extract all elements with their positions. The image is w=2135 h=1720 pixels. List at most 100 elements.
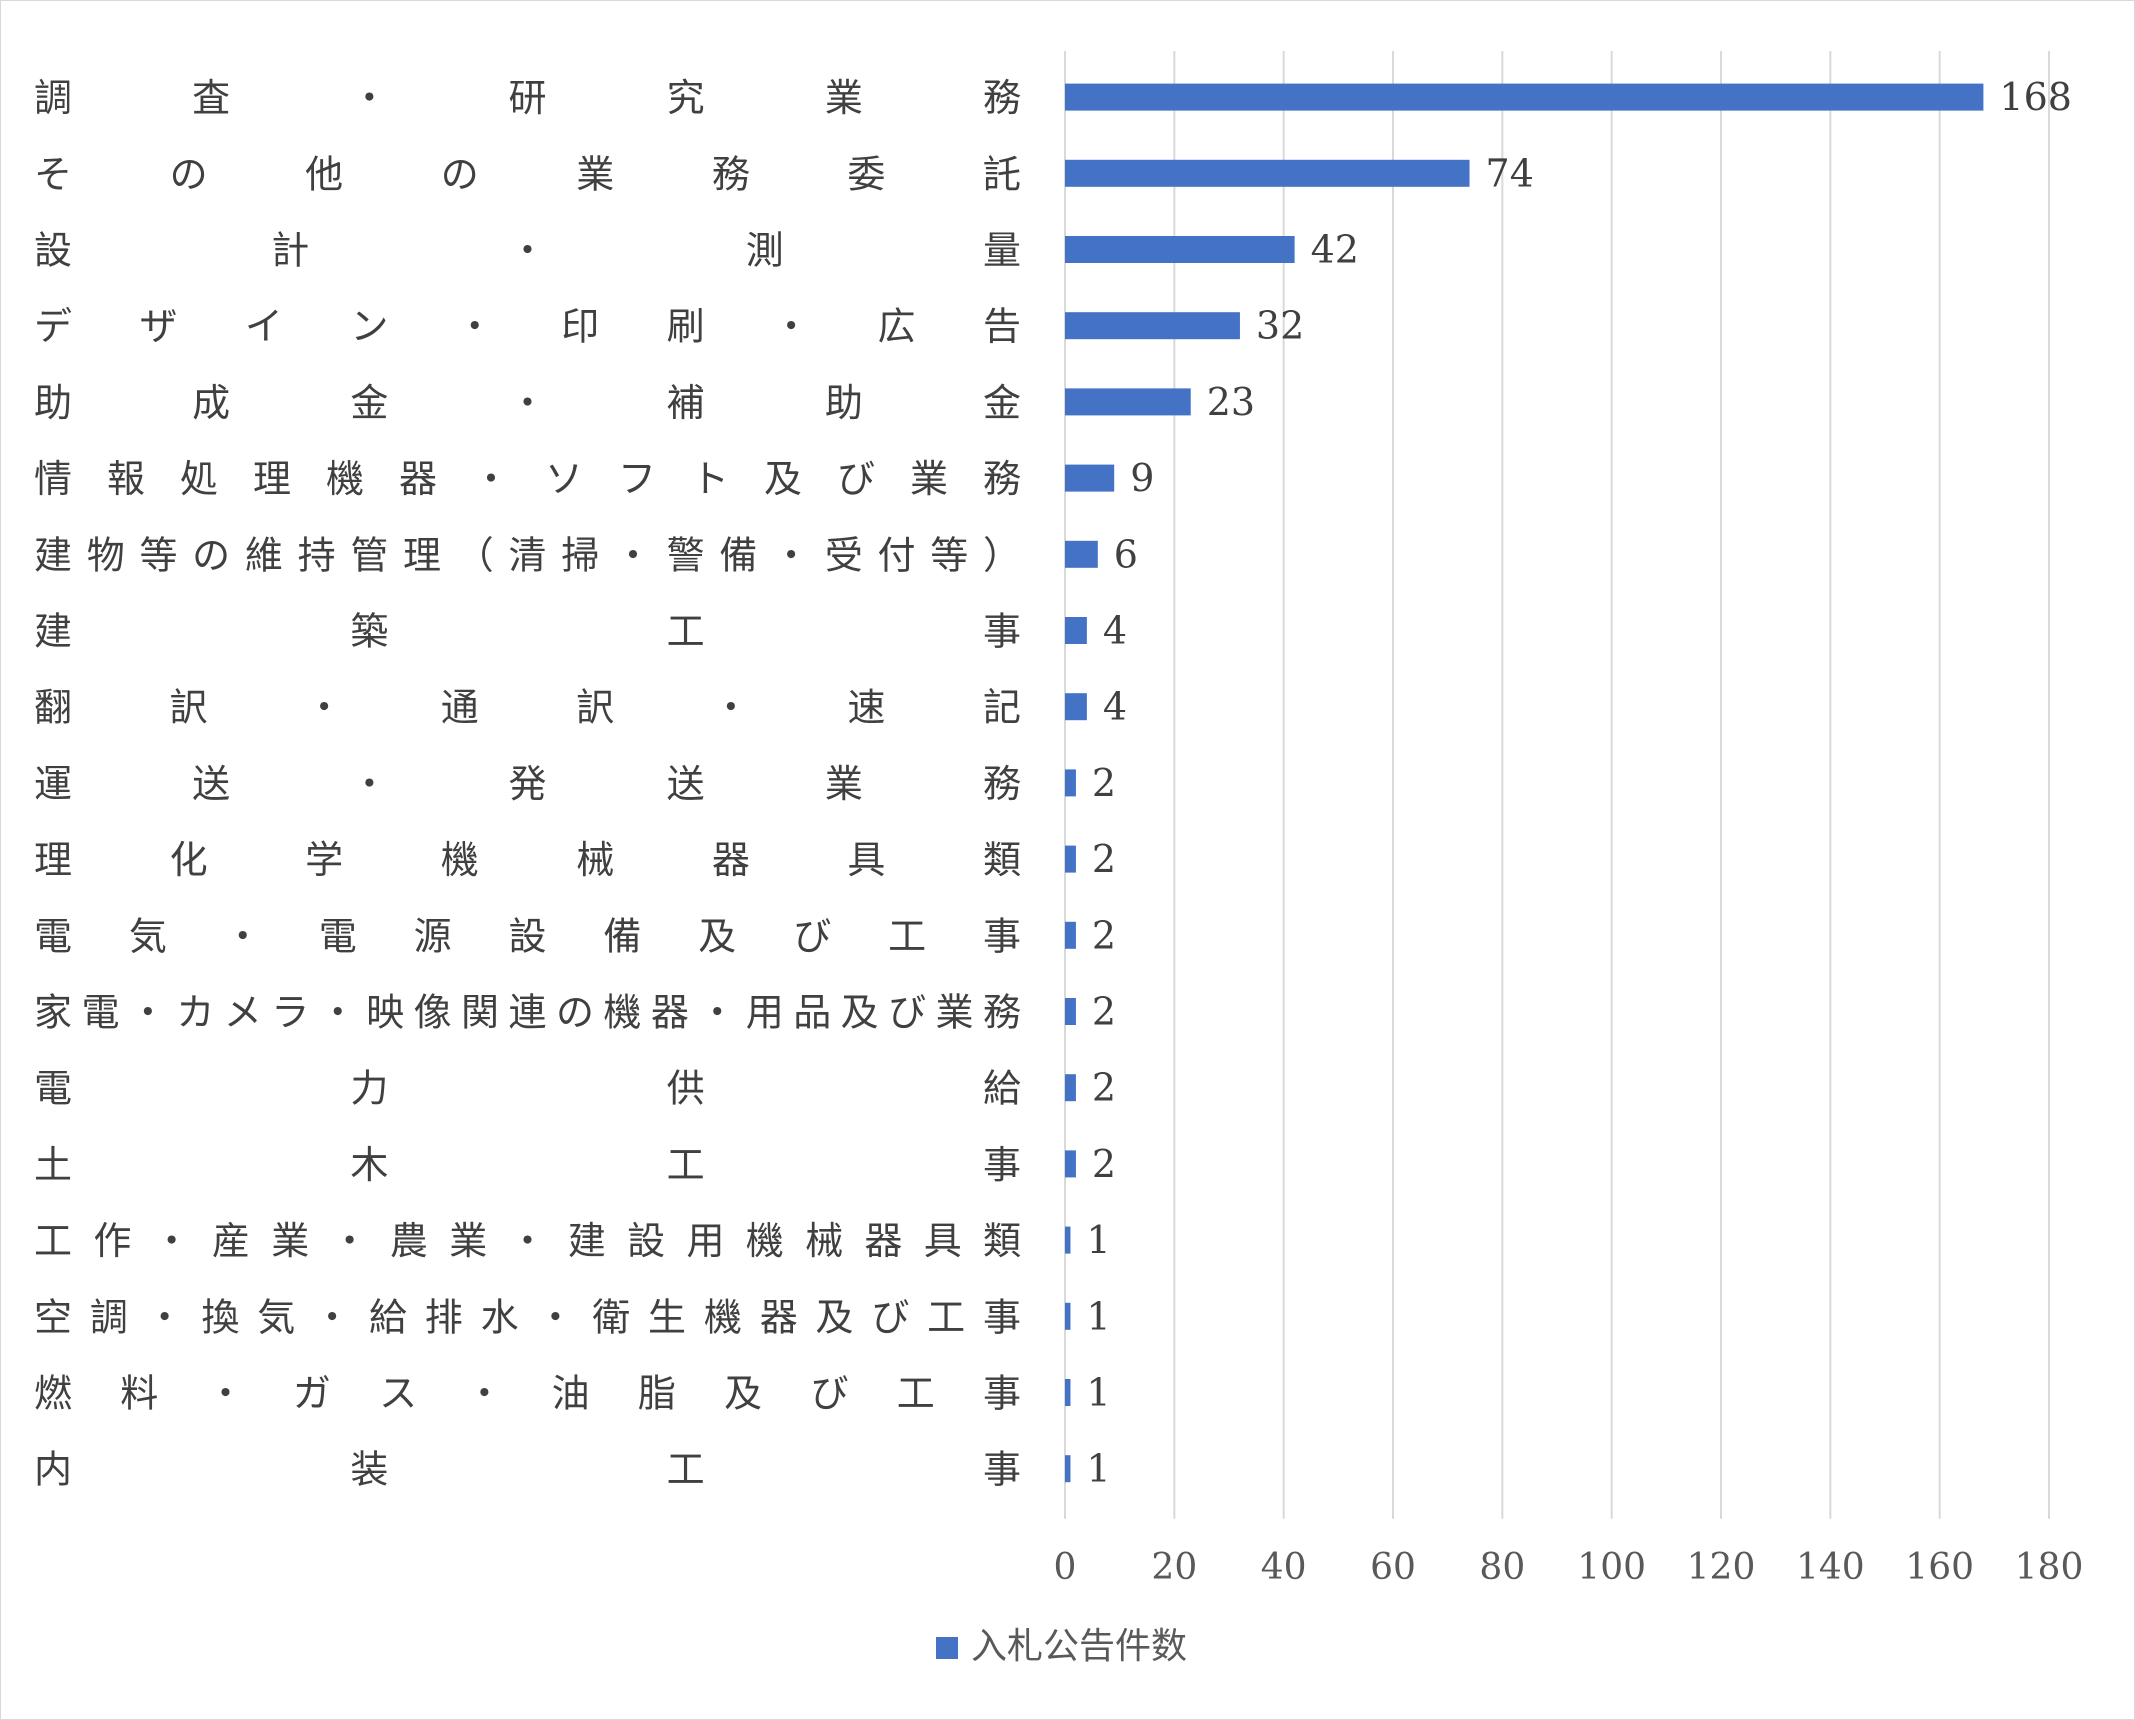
svg-text:助: 助 xyxy=(34,381,72,425)
category-label: 電力供給 xyxy=(34,1067,1021,1111)
data-label: 9 xyxy=(1130,456,1154,500)
category-label: 運 送 ・ 発 送 業 務 xyxy=(34,762,1021,806)
bar xyxy=(1065,921,1076,949)
bar xyxy=(1065,693,1087,721)
svg-text:査: 査 xyxy=(192,76,230,120)
category-label: その他の業務委託 xyxy=(34,152,1021,196)
svg-text:清: 清 xyxy=(509,533,547,577)
svg-text:料: 料 xyxy=(120,1372,158,1416)
svg-text:及: 及 xyxy=(841,991,879,1035)
svg-text:工: 工 xyxy=(897,1372,935,1416)
svg-text:及: 及 xyxy=(698,914,736,958)
svg-text:維: 維 xyxy=(245,533,283,577)
svg-text:ン: ン xyxy=(350,305,388,349)
svg-text:報: 報 xyxy=(107,457,145,501)
svg-text:管: 管 xyxy=(350,533,388,577)
svg-text:情: 情 xyxy=(34,457,72,501)
svg-text:務: 務 xyxy=(712,152,750,196)
svg-text:気: 気 xyxy=(257,1295,295,1339)
svg-text:工: 工 xyxy=(34,1219,72,1263)
bar xyxy=(1065,769,1076,797)
category-label: 調 査 ・ 研 究 業 務 xyxy=(34,76,1021,120)
svg-text:記: 記 xyxy=(983,686,1021,730)
svg-text:掃: 掃 xyxy=(561,533,599,577)
svg-text:・: ・ xyxy=(350,762,388,806)
svg-text:建: 建 xyxy=(568,1219,606,1263)
bar xyxy=(1065,83,1984,111)
data-label: 32 xyxy=(1256,304,1304,348)
svg-text:・: ・ xyxy=(224,914,262,958)
svg-text:の: の xyxy=(170,152,208,196)
svg-text:家: 家 xyxy=(34,991,72,1035)
svg-text:・: ・ xyxy=(129,991,167,1035)
bar xyxy=(1065,388,1191,416)
svg-text:補: 補 xyxy=(667,381,705,425)
svg-text:事: 事 xyxy=(983,610,1021,654)
svg-text:び: び xyxy=(871,1295,909,1339)
svg-text:給: 給 xyxy=(983,1067,1021,1111)
x-tick-label: 180 xyxy=(2015,1547,2084,1588)
svg-text:ガ: ガ xyxy=(293,1372,331,1416)
bar xyxy=(1065,1074,1076,1102)
svg-text:速: 速 xyxy=(847,686,885,730)
svg-text:・: ・ xyxy=(772,533,810,577)
svg-text:供: 供 xyxy=(667,1067,705,1111)
svg-text:付: 付 xyxy=(878,533,916,577)
category-label: 土木工事 xyxy=(34,1143,1021,1187)
svg-text:託: 託 xyxy=(983,152,1021,196)
data-label: 1 xyxy=(1086,1371,1110,1415)
category-label: 設 計 ・ 測 量 xyxy=(34,229,1021,273)
svg-text:印: 印 xyxy=(561,305,599,349)
svg-text:気: 気 xyxy=(129,914,167,958)
svg-text:機: 機 xyxy=(746,1219,784,1263)
bar xyxy=(1065,159,1470,187)
data-label: 2 xyxy=(1092,1066,1116,1110)
svg-text:設: 設 xyxy=(627,1219,665,1263)
svg-text:・: ・ xyxy=(536,1295,574,1339)
svg-text:等: 等 xyxy=(139,533,177,577)
svg-text:給: 給 xyxy=(369,1295,407,1339)
svg-text:・: ・ xyxy=(465,1372,503,1416)
svg-text:フ: フ xyxy=(618,457,656,501)
bar xyxy=(1065,540,1098,568)
bar xyxy=(1065,1379,1071,1406)
data-label: 4 xyxy=(1103,609,1127,653)
svg-text:用: 用 xyxy=(686,1219,724,1263)
svg-text:生: 生 xyxy=(648,1295,686,1339)
svg-text:類: 類 xyxy=(983,1219,1021,1263)
svg-text:び: び xyxy=(837,457,875,501)
svg-text:そ: そ xyxy=(34,152,72,196)
svg-text:器: 器 xyxy=(651,991,689,1035)
svg-text:（: （ xyxy=(456,533,494,577)
svg-text:器: 器 xyxy=(760,1295,798,1339)
svg-text:電: 電 xyxy=(319,914,357,958)
svg-text:金: 金 xyxy=(983,381,1021,425)
data-label: 2 xyxy=(1092,761,1116,805)
data-label: 1 xyxy=(1086,1294,1110,1338)
svg-text:事: 事 xyxy=(983,1143,1021,1187)
x-tick-label: 100 xyxy=(1577,1547,1646,1588)
x-tick-label: 80 xyxy=(1479,1547,1525,1588)
category-label: 家電・カメラ・映像関連の機器・用品及び業務 xyxy=(34,991,1021,1035)
svg-text:・: ・ xyxy=(313,1295,351,1339)
svg-text:器: 器 xyxy=(712,838,750,882)
svg-text:関: 関 xyxy=(461,991,499,1035)
bar xyxy=(1065,998,1076,1025)
svg-text:械: 械 xyxy=(805,1219,843,1263)
svg-text:業: 業 xyxy=(825,76,863,120)
svg-text:備: 備 xyxy=(603,914,641,958)
svg-text:・: ・ xyxy=(153,1219,191,1263)
svg-text:及: 及 xyxy=(764,457,802,501)
svg-text:換: 換 xyxy=(201,1295,239,1339)
svg-text:事: 事 xyxy=(983,1295,1021,1339)
svg-text:及: 及 xyxy=(724,1372,762,1416)
svg-text:調: 調 xyxy=(34,76,72,120)
svg-text:学: 学 xyxy=(305,838,343,882)
svg-text:・: ・ xyxy=(207,1372,245,1416)
svg-text:械: 械 xyxy=(576,838,614,882)
svg-text:成: 成 xyxy=(192,381,230,425)
svg-text:築: 築 xyxy=(350,610,388,654)
x-axis-tick-labels: 0 20 40 60 80 100 120 140 160 180 xyxy=(1054,1547,2084,1588)
svg-text:測: 測 xyxy=(746,229,784,273)
